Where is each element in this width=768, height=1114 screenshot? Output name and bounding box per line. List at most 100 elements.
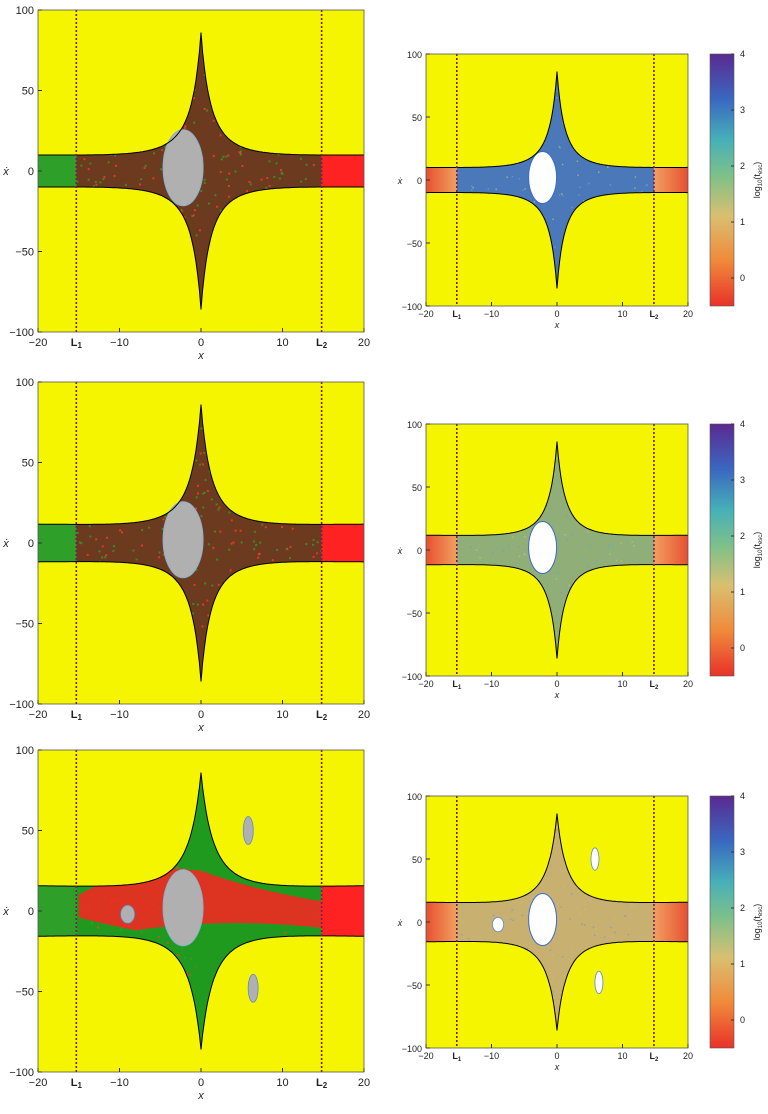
- y-tick-label: 0: [28, 906, 34, 918]
- x-tick-label: 10: [617, 1051, 627, 1061]
- lagrange-subscript: 1: [458, 685, 462, 691]
- escape-speck: [476, 903, 479, 905]
- basin-speck: [193, 121, 196, 124]
- basin-speck: [190, 957, 193, 960]
- basin-speck: [281, 526, 283, 529]
- basin-speck: [203, 451, 206, 454]
- basin-speck: [219, 209, 222, 212]
- x-tick-label: 20: [358, 709, 370, 721]
- escape-speck: [524, 548, 527, 551]
- basin-speck: [176, 867, 179, 870]
- x-tick-label: −20: [29, 709, 48, 721]
- basin-speck: [230, 542, 233, 545]
- escape-speck: [627, 933, 630, 936]
- colorbar-tick-label: 0: [740, 1015, 745, 1025]
- escape-speck: [563, 886, 566, 888]
- basin-speck: [80, 542, 83, 545]
- escape-speck: [555, 578, 558, 580]
- basin-speck: [228, 548, 231, 551]
- basin-speck: [239, 153, 242, 156]
- y-tick-label: 0: [28, 538, 34, 550]
- basin-speck: [183, 216, 186, 219]
- escape-speck: [552, 991, 554, 993]
- basin-speck: [299, 157, 302, 160]
- x-tick-label: −20: [418, 309, 433, 319]
- y-tick-label: 50: [22, 458, 34, 470]
- lagrange-subscript: 2: [655, 1057, 659, 1063]
- y-tick-label: 50: [412, 855, 422, 865]
- basin-speck: [176, 955, 179, 958]
- basin-speck: [234, 529, 237, 532]
- escape-speck: [605, 900, 608, 902]
- lagrange-label-1: L1: [452, 309, 462, 321]
- y-tick-label: 50: [22, 86, 34, 98]
- basin-speck: [192, 612, 195, 615]
- escape-speck: [518, 178, 521, 180]
- lagrange-label-2: L2: [650, 679, 660, 691]
- escape-speck: [561, 163, 564, 166]
- basin-speck: [240, 541, 243, 544]
- y-axis-label: ẋ: [397, 176, 403, 186]
- escape-speck: [559, 927, 561, 929]
- basin-speck: [192, 214, 195, 217]
- basin-speck: [185, 972, 188, 975]
- stability-island: [162, 501, 204, 579]
- lagrange-subscript: 1: [458, 315, 462, 321]
- basin-speck: [140, 930, 143, 933]
- basin-speck: [153, 152, 156, 155]
- escape-speck: [511, 909, 513, 911]
- basin-speck: [106, 536, 108, 539]
- basin-speck: [78, 889, 81, 892]
- colorbar-label-paren: (t: [752, 916, 762, 922]
- escape-speck: [512, 536, 514, 538]
- escape-speck: [559, 492, 562, 494]
- colorbar-tick-label: 1: [740, 959, 745, 969]
- escape-speck: [594, 934, 596, 936]
- escape-speck: [516, 163, 519, 165]
- escape-speck: [566, 514, 568, 517]
- escape-speck: [605, 913, 607, 916]
- escape-speck: [568, 584, 570, 587]
- basin-speck: [143, 167, 146, 169]
- basin-speck: [232, 541, 235, 544]
- escape-speck: [576, 160, 579, 162]
- basin-speck: [257, 556, 260, 559]
- lagrange-label-1: L1: [452, 679, 462, 691]
- basin-speck: [125, 183, 127, 186]
- basin-speck: [228, 195, 230, 198]
- escape-speck: [554, 246, 556, 248]
- basin-speck: [234, 170, 237, 173]
- basin-speck: [207, 543, 210, 546]
- escape-speck: [495, 188, 497, 191]
- escape-speck: [584, 908, 586, 910]
- basin-speck: [89, 162, 92, 165]
- y-tick-label: −50: [15, 247, 34, 259]
- basin-speck: [289, 545, 292, 548]
- escape-speck: [526, 913, 528, 915]
- lagrange-subscript: 1: [77, 341, 82, 350]
- y-tick-label: 0: [417, 918, 422, 928]
- basin-speck: [158, 556, 161, 559]
- basin-speck: [215, 503, 218, 506]
- x-tick-label: 10: [276, 709, 288, 721]
- basin-speck: [192, 603, 195, 605]
- lagrange-subscript: 1: [77, 713, 82, 722]
- basin-speck: [218, 506, 221, 509]
- escape-speck: [552, 954, 554, 956]
- x-tick-label: 0: [198, 709, 204, 721]
- escape-speck: [595, 928, 598, 931]
- colorbar-tick-label: 0: [740, 643, 745, 653]
- escape-speck: [460, 933, 463, 936]
- zvc-upper: [38, 772, 364, 887]
- basin-speck: [266, 177, 269, 179]
- x-tick-label: 10: [617, 309, 627, 319]
- y-tick-label: −100: [9, 327, 34, 339]
- basin-speck: [202, 463, 204, 466]
- escape-speck: [578, 194, 581, 196]
- basin-speck: [265, 186, 268, 189]
- basin-speck: [280, 171, 283, 174]
- escape-speck: [620, 560, 623, 562]
- basin-speck: [89, 535, 92, 538]
